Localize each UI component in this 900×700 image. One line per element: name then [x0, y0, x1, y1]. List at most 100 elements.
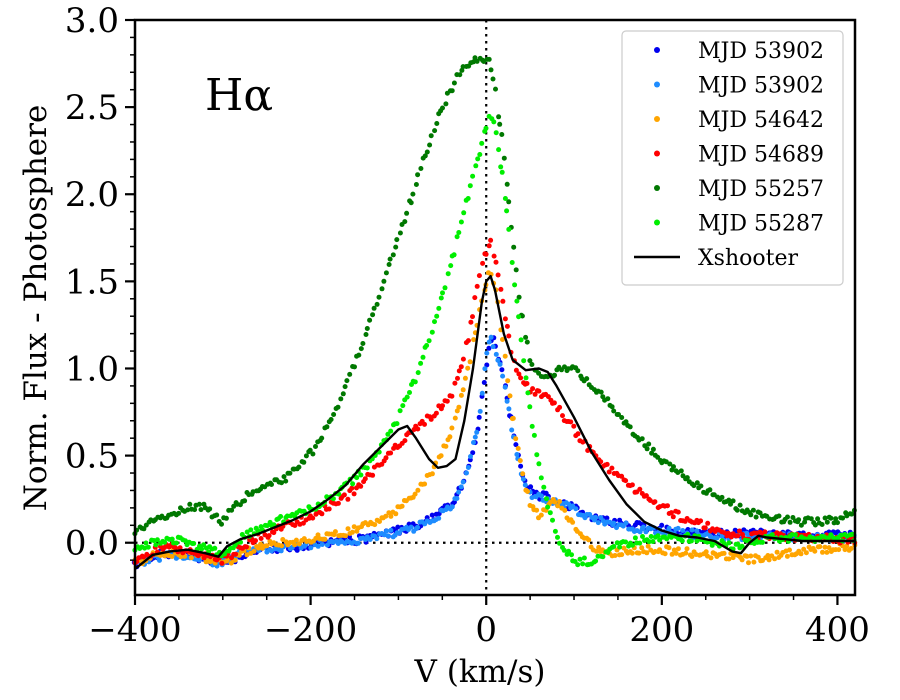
- x-tick-label: −200: [264, 610, 357, 650]
- data-point: [383, 513, 389, 519]
- data-point: [619, 415, 625, 420]
- y-tick-label: 2.0: [65, 175, 119, 215]
- data-point: [507, 393, 513, 399]
- data-point: [606, 469, 612, 475]
- data-point: [354, 475, 360, 481]
- legend-entry: MJD 54689: [654, 143, 824, 168]
- data-point: [502, 316, 508, 322]
- data-point: [595, 520, 601, 526]
- data-point: [451, 252, 457, 258]
- data-point: [518, 337, 524, 343]
- data-point: [292, 523, 298, 528]
- data-point: [513, 436, 519, 442]
- data-point: [363, 332, 369, 337]
- data-point: [619, 473, 625, 479]
- legend-label: MJD 54642: [698, 108, 824, 133]
- data-point: [614, 540, 620, 546]
- data-point: [744, 553, 750, 559]
- data-point: [269, 482, 274, 487]
- data-point: [408, 200, 414, 206]
- data-point: [422, 421, 427, 427]
- data-point: [640, 534, 645, 539]
- data-point: [840, 515, 846, 521]
- data-point: [844, 543, 850, 549]
- data-point: [404, 210, 410, 216]
- data-point: [407, 390, 412, 395]
- data-point: [488, 237, 494, 243]
- data-point: [714, 535, 720, 541]
- data-point: [560, 413, 565, 419]
- data-point: [787, 519, 793, 525]
- data-point: [294, 547, 300, 553]
- data-point: [462, 375, 468, 381]
- data-point: [471, 440, 476, 445]
- data-point: [173, 540, 179, 546]
- data-point: [627, 424, 633, 430]
- legend-entry: MJD 54642: [654, 108, 824, 133]
- data-point: [604, 461, 610, 467]
- data-point: [730, 498, 736, 504]
- data-point: [649, 450, 655, 456]
- data-point: [496, 147, 502, 153]
- data-point: [748, 553, 754, 559]
- data-point: [477, 152, 483, 157]
- data-point: [593, 514, 599, 520]
- data-point: [513, 442, 519, 448]
- data-point: [349, 485, 355, 491]
- data-point: [244, 552, 250, 558]
- data-point: [819, 522, 825, 527]
- data-point: [516, 314, 522, 320]
- y-axis-label: Norm. Flux - Photosphere: [18, 105, 54, 512]
- data-point: [381, 532, 387, 538]
- data-point: [555, 503, 561, 509]
- data-point: [212, 545, 218, 551]
- data-point: [498, 164, 504, 170]
- data-point: [255, 528, 261, 534]
- data-point: [283, 478, 289, 484]
- data-point: [332, 529, 338, 535]
- data-point: [388, 513, 394, 519]
- data-point: [342, 384, 348, 390]
- data-point: [776, 513, 782, 519]
- data-point: [623, 478, 629, 484]
- data-point: [474, 429, 480, 435]
- data-point: [824, 549, 830, 555]
- data-point: [609, 404, 615, 410]
- data-point: [341, 492, 347, 498]
- data-point: [493, 259, 499, 265]
- data-point: [452, 415, 458, 421]
- data-point: [279, 480, 284, 486]
- data-point: [367, 537, 373, 542]
- data-point: [708, 555, 714, 561]
- data-point: [529, 362, 535, 367]
- data-point: [436, 515, 442, 521]
- data-point: [335, 404, 341, 410]
- data-point: [188, 555, 194, 561]
- x-axis-ticks: −400 −200 0 200 400: [88, 595, 870, 650]
- data-point: [784, 553, 790, 559]
- data-point: [671, 464, 676, 470]
- data-point: [504, 323, 510, 329]
- data-point: [432, 319, 437, 325]
- data-point: [388, 527, 394, 533]
- data-point: [824, 519, 830, 525]
- legend-dot-marker: [654, 81, 660, 88]
- data-point: [438, 295, 444, 301]
- data-point: [511, 244, 517, 250]
- data-point: [555, 534, 560, 540]
- data-point: [662, 551, 668, 557]
- data-point: [364, 465, 370, 471]
- data-point: [514, 452, 520, 457]
- data-point: [464, 470, 469, 476]
- data-point: [229, 507, 235, 513]
- data-point: [385, 533, 391, 539]
- data-point: [502, 353, 508, 359]
- data-point: [497, 121, 503, 127]
- data-point: [691, 483, 697, 489]
- data-point: [534, 452, 540, 458]
- data-point: [529, 423, 535, 429]
- data-point: [362, 476, 368, 482]
- data-point: [561, 547, 567, 553]
- data-point: [185, 507, 191, 513]
- legend-entry: MJD 53902: [654, 39, 824, 64]
